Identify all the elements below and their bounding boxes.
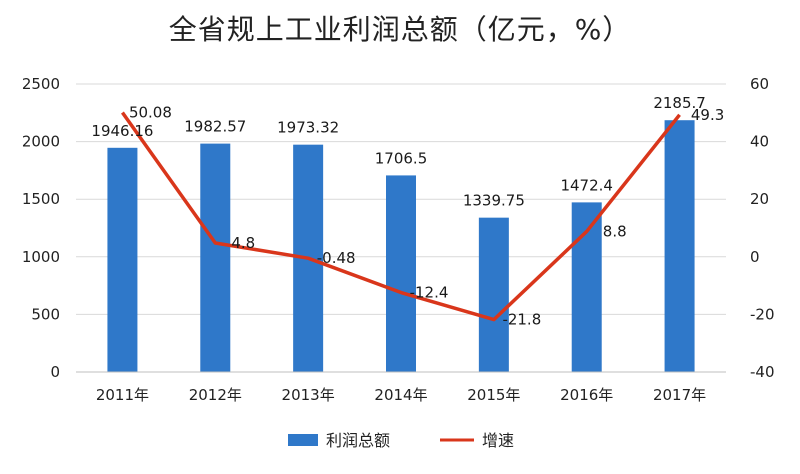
line-value-label: 4.8: [231, 234, 255, 252]
x-tick-label: 2012年: [189, 386, 242, 404]
bar: [386, 175, 416, 372]
left-tick-label: 1000: [22, 248, 60, 266]
bar-value-label: 1946.16: [91, 122, 153, 140]
bar-value-label: 1982.57: [184, 118, 246, 136]
right-tick-label: 20: [750, 190, 769, 208]
left-tick-label: 1500: [22, 190, 60, 208]
bar-series: [107, 120, 695, 372]
right-tick-label: 60: [750, 75, 769, 93]
left-tick-label: 2000: [22, 133, 60, 151]
bar-value-label: 1472.4: [560, 176, 613, 194]
line-value-label: 50.08: [129, 104, 172, 122]
line-value-label: -12.4: [410, 284, 449, 302]
x-tick-label: 2016年: [560, 386, 613, 404]
bar-value-label: 1973.32: [277, 119, 339, 137]
bar-value-label: 2185.7: [653, 94, 706, 112]
x-axis-labels: 2011年 2012年 2013年 2014年 2015年 2016年 2017年: [76, 371, 726, 404]
right-tick-label: 0: [750, 248, 760, 266]
legend-bar-swatch: [288, 434, 318, 446]
bar: [478, 217, 509, 372]
line-series: [121, 111, 681, 322]
x-tick-label: 2011年: [96, 386, 149, 404]
line-value-label: -0.48: [317, 249, 356, 267]
legend: 利润总额 增速: [288, 431, 514, 450]
left-tick-label: 2500: [22, 75, 60, 93]
bar: [200, 143, 231, 372]
x-tick-label: 2013年: [282, 386, 335, 404]
left-tick-label: 500: [31, 305, 60, 323]
legend-bar-label: 利润总额: [326, 431, 390, 450]
right-tick-label: -40: [750, 363, 775, 381]
right-tick-label: 40: [750, 133, 769, 151]
bar-data-labels: 1946.16 1982.57 1973.32 1706.5 1339.75 1472.4…: [91, 94, 705, 209]
line-value-label: 8.8: [603, 222, 627, 240]
x-tick-label: 2017年: [653, 386, 706, 404]
legend-line-label: 增速: [482, 431, 514, 450]
left-y-axis: 0 500 1000 1500 2000 2500: [22, 75, 60, 381]
bar-value-label: 1706.5: [375, 149, 428, 167]
line-value-label: 49.3: [691, 106, 724, 124]
growth-line: [121, 111, 681, 322]
line-value-label: -21.8: [502, 311, 541, 329]
x-tick-label: 2014年: [374, 386, 427, 404]
x-tick-label: 2015年: [467, 386, 520, 404]
line-data-labels: 50.08 4.8 -0.48 -12.4 -21.8 8.8 49.3: [129, 104, 724, 329]
bar-value-label: 1339.75: [463, 192, 525, 210]
right-y-axis: -40 -20 0 20 40 60: [750, 75, 775, 381]
right-tick-label: -20: [750, 305, 775, 323]
left-tick-label: 0: [50, 363, 60, 381]
chart-title: 全省规上工业利润总额（亿元，%）: [168, 13, 632, 46]
bar: [571, 202, 602, 372]
bar: [107, 147, 138, 372]
bar: [664, 120, 695, 372]
